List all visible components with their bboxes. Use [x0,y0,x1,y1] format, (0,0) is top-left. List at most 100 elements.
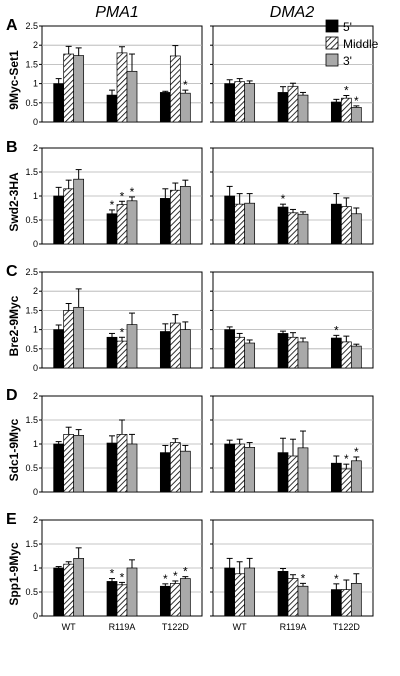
y-tick-label: 1.5 [25,539,38,549]
significance-star: * [354,94,359,108]
significance-star: * [281,192,286,206]
bar [340,589,352,617]
y-tick-label: 1 [33,191,38,201]
panel-B-left: 0 0.5 1 1.5 2 B Swd2-3HA * * * [6,139,203,249]
legend-label: Middle [343,37,379,51]
significance-star: * [120,325,125,339]
legend-swatch [325,53,339,67]
legend-label: 3' [343,54,352,68]
bar [287,212,299,245]
panel-letter: B [6,139,18,156]
y-tick-label: 2 [33,286,38,296]
bar [63,563,75,617]
bar [297,213,309,245]
bar [106,442,118,493]
bar [106,213,118,245]
y-tick-label: 2 [33,515,38,525]
y-tick-label: 1.5 [25,415,38,425]
significance-star: * [344,84,349,98]
bar [106,94,118,123]
bar [234,443,246,493]
panel-letter: D [6,387,18,404]
significance-star: * [301,571,306,585]
significance-star: * [334,323,339,337]
bar [169,442,181,493]
significance-star: * [120,189,125,203]
bar [53,443,65,493]
bar [277,333,289,369]
y-tick-label: 2.5 [25,267,38,277]
y-tick-label: 0.5 [25,215,38,225]
bar [179,329,191,369]
significance-star: * [334,572,339,586]
y-tick-label: 0.5 [25,344,38,354]
bar [224,567,236,617]
y-tick-label: 1 [33,439,38,449]
bar [350,583,362,617]
bar [126,443,138,493]
bar [126,70,138,123]
bar [73,178,85,245]
bar [297,447,309,493]
panel-D-left: 0 0.5 1 1.5 2 D Sdc1-9Myc [6,387,203,497]
y-tick-label: 0 [33,117,38,127]
significance-star: * [173,569,178,583]
y-tick-label: 2 [33,391,38,401]
bar [297,341,309,369]
y-axis-label: Spp1-9Myc [7,542,21,606]
bar [73,55,85,123]
y-tick-label: 1 [33,325,38,335]
legend: 5' Middle 3' [325,19,379,68]
bar [287,578,299,617]
y-tick-label: 2 [33,40,38,50]
y-tick-label: 1.5 [25,59,38,69]
x-category-label: R119A [109,622,136,632]
y-tick-label: 0 [33,239,38,249]
panel-B-right: * [210,147,374,245]
panel-letter: C [6,263,18,280]
bar [234,81,246,123]
legend-swatch [325,19,339,33]
bar [340,341,352,369]
bar [73,306,85,369]
panel-letter: A [6,17,18,34]
y-tick-label: 2 [33,143,38,153]
panel-D-right: ** [210,395,374,493]
bar [297,585,309,617]
significance-star: * [120,570,125,584]
bar [169,189,181,245]
bar [287,336,299,369]
bar [224,83,236,123]
bar [244,567,256,617]
significance-star: * [110,198,115,212]
bar [116,204,128,245]
bar [224,329,236,369]
bar [126,324,138,369]
significance-star: * [344,452,349,466]
y-tick-label: 0 [33,611,38,621]
panel-letter: E [6,511,17,528]
x-category-label: T122D [162,622,190,632]
bar [277,571,289,617]
panel-A-left: 0 0.5 1 1.5 2 2.5 A 9Myc-Set1 * [6,17,203,127]
bar [244,447,256,493]
bar [159,452,171,493]
bar [63,310,75,369]
bar [159,585,171,617]
bar [116,584,128,617]
bar [244,342,256,369]
bar [179,578,191,617]
bar [106,581,118,617]
bar [297,94,309,123]
significance-star: * [163,572,168,586]
panel-C-left: 0 0.5 1 1.5 2 2.5 C Bre2-9Myc * [6,263,203,373]
bar [330,337,342,369]
bar [340,206,352,245]
bar [244,83,256,123]
bar [287,85,299,123]
bar [179,92,191,123]
y-tick-label: 1.5 [25,305,38,315]
y-axis-label: Sdc1-9Myc [7,418,21,481]
x-category-label: WT [62,622,76,632]
